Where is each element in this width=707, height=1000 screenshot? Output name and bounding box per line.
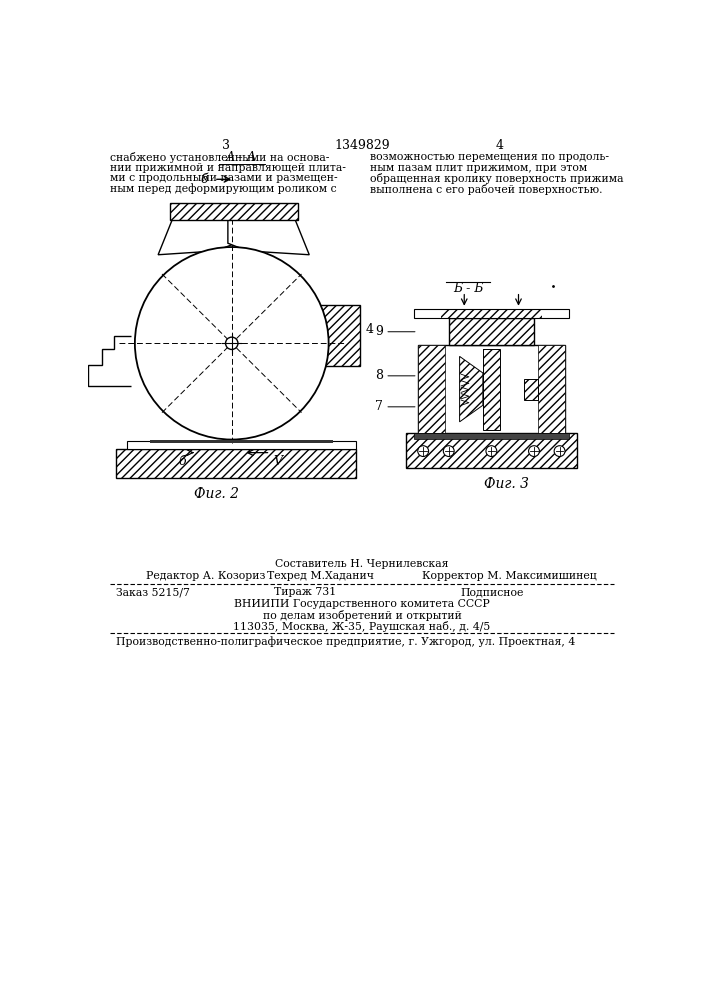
Polygon shape	[460, 356, 483, 422]
Bar	[414, 309, 569, 318]
Bar	[127, 441, 356, 449]
Bar	[414, 433, 569, 439]
Bar	[483, 349, 500, 430]
Text: Тираж 731: Тираж 731	[274, 587, 337, 597]
Text: выполнена с его рабочей поверхностью.: выполнена с его рабочей поверхностью.	[370, 184, 602, 195]
Text: Заказ 5215/7: Заказ 5215/7	[115, 587, 189, 597]
Text: Фиг. 2: Фиг. 2	[194, 487, 239, 501]
Text: 1349829: 1349829	[334, 139, 390, 152]
Text: Б - Б: Б - Б	[453, 282, 484, 295]
Bar	[524, 379, 538, 400]
Bar	[449, 318, 534, 345]
Text: V: V	[273, 455, 282, 468]
Bar	[170, 203, 298, 220]
Circle shape	[529, 446, 539, 456]
Text: б: б	[201, 173, 209, 186]
Text: ным перед деформирующим роликом с: ным перед деформирующим роликом с	[110, 184, 337, 194]
Text: Составитель Н. Чернилевская: Составитель Н. Чернилевская	[275, 559, 449, 569]
Bar	[406, 433, 577, 468]
Bar	[441, 309, 542, 318]
Polygon shape	[228, 216, 309, 255]
Circle shape	[135, 247, 329, 440]
Bar	[418, 345, 445, 433]
Bar	[524, 379, 538, 400]
Text: А - А: А - А	[226, 151, 257, 164]
Bar	[538, 345, 565, 433]
Text: 113035, Москва, Ж-35, Раушская наб., д. 4/5: 113035, Москва, Ж-35, Раушская наб., д. …	[233, 620, 491, 632]
Text: 4: 4	[495, 139, 503, 152]
Text: Фиг. 3: Фиг. 3	[484, 477, 530, 491]
Bar	[483, 349, 500, 430]
Text: нии прижимной и направляющей плита-: нии прижимной и направляющей плита-	[110, 163, 346, 173]
Bar	[317, 305, 360, 366]
Bar	[317, 305, 360, 366]
Text: 7: 7	[375, 400, 383, 413]
Text: Техред М.Хаданич: Техред М.Хаданич	[267, 571, 373, 581]
Text: 3: 3	[221, 139, 230, 152]
Bar	[151, 440, 332, 443]
Text: снабжено установленными на основа-: снабжено установленными на основа-	[110, 152, 329, 163]
Text: ным пазам плит прижимом, при этом: ным пазам плит прижимом, при этом	[370, 163, 587, 173]
Text: ВНИИПИ Государственного комитета СССР: ВНИИПИ Государственного комитета СССР	[234, 599, 490, 609]
Circle shape	[226, 337, 238, 349]
Text: б: б	[178, 455, 186, 468]
Circle shape	[554, 446, 565, 456]
Bar	[115, 449, 356, 478]
Bar	[449, 318, 534, 345]
Bar	[406, 433, 577, 468]
Circle shape	[443, 446, 454, 456]
Text: Редактор А. Козориз: Редактор А. Козориз	[146, 571, 266, 581]
Circle shape	[486, 446, 497, 456]
Bar	[170, 203, 298, 220]
Text: Корректор М. Максимишинец: Корректор М. Максимишинец	[421, 571, 597, 581]
Text: Подписное: Подписное	[460, 587, 524, 597]
Text: ми с продольными пазами и размещен-: ми с продольными пазами и размещен-	[110, 173, 338, 183]
Text: 9: 9	[375, 325, 383, 338]
Text: по делам изобретений и открытий: по делам изобретений и открытий	[262, 610, 462, 621]
Bar	[418, 345, 565, 433]
Text: возможностью перемещения по продоль-: возможностью перемещения по продоль-	[370, 152, 609, 162]
Circle shape	[418, 446, 428, 456]
Bar	[115, 449, 356, 478]
Polygon shape	[158, 216, 235, 255]
Text: 4: 4	[366, 323, 374, 336]
Text: обращенная кролику поверхность прижима: обращенная кролику поверхность прижима	[370, 173, 623, 184]
Text: Производственно-полиграфическое предприятие, г. Ужгород, ул. Проектная, 4: Производственно-полиграфическое предприя…	[115, 636, 575, 647]
Text: 8: 8	[375, 369, 383, 382]
